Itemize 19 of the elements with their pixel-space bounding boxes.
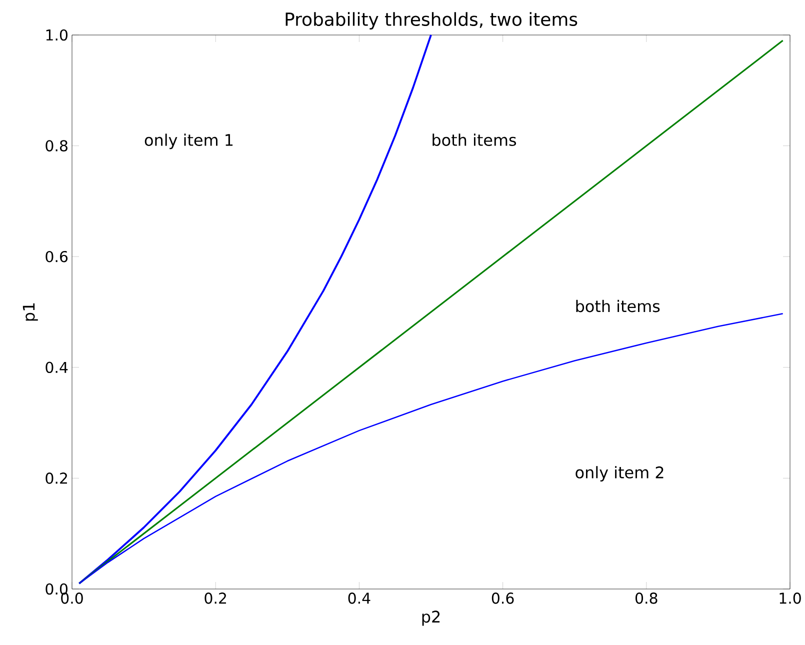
annotation: only item 1 (144, 134, 233, 150)
annotation: both items (576, 300, 660, 312)
x-tick-label: 0.0 (61, 592, 83, 604)
x-tick-label: 0.2 (204, 592, 226, 604)
x-tick-label: 0.6 (492, 592, 514, 604)
annotation: both items (432, 134, 516, 146)
y-axis-title: p1 (22, 303, 38, 321)
x-tick-label: 0.8 (636, 592, 658, 604)
y-tick-label: 0.2 (46, 472, 67, 484)
y-tick-label: 0.8 (46, 140, 68, 152)
y-tick-label: 1.0 (46, 29, 68, 41)
chart-title: Probability thresholds, two items (286, 12, 578, 30)
x-tick-label: 1.0 (780, 592, 801, 604)
x-axis-title: p2 (422, 610, 440, 626)
y-tick-label: 0.6 (46, 250, 68, 262)
annotation: only item 2 (576, 466, 664, 482)
y-tick-label: 0.4 (46, 362, 68, 374)
y-tick-label: 0.0 (46, 583, 68, 595)
x-tick-label: 0.4 (348, 592, 370, 604)
